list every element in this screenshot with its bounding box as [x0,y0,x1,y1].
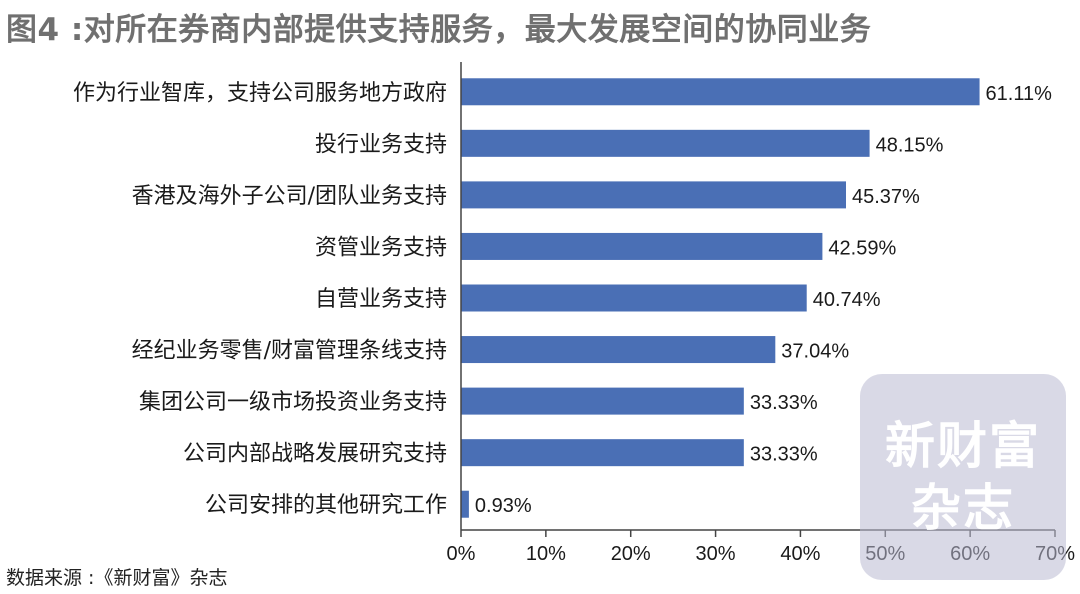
category-label: 香港及海外子公司/团队业务支持 [132,184,447,209]
category-label: 公司内部战略发展研究支持 [183,442,447,467]
watermark-text: 新财富杂志 [885,416,1041,537]
category-label: 公司安排的其他研究工作 [205,493,447,518]
value-label: 61.11% [986,83,1053,105]
bar [461,232,823,260]
value-label: 33.33% [750,444,818,466]
value-label: 33.33% [750,392,818,414]
value-label: 45.37% [852,186,920,208]
chart-title: 图4 :对所在券商内部提供支持服务，最大发展空间的协同业务 [6,12,872,48]
source-note: 数据来源 :《新财富》杂志 [6,567,228,589]
bar [461,336,776,364]
x-tick-label: 40% [780,543,820,565]
x-tick-label: 0% [447,543,476,565]
category-label: 资管业务支持 [315,235,447,260]
bar [461,78,980,106]
bar [461,129,870,157]
value-label: 48.15% [876,134,944,156]
x-tick-label: 20% [611,543,651,565]
bar [461,284,807,312]
bar [461,181,846,209]
category-label: 投行业务支持 [315,132,447,157]
category-label: 集团公司一级市场投资业务支持 [139,390,447,415]
category-label: 经纪业务零售/财富管理条线支持 [132,339,447,364]
bar [461,439,744,467]
bar [461,387,744,415]
x-tick-label: 30% [696,543,736,565]
value-label: 40.74% [813,289,881,311]
value-label: 42.59% [828,237,896,259]
value-label: 37.04% [781,341,849,363]
bar [461,490,469,518]
category-label: 自营业务支持 [315,287,447,312]
x-tick-label: 10% [526,543,566,565]
category-label: 作为行业智库，支持公司服务地方政府 [73,81,447,106]
watermark-logo: 新财富杂志 [860,374,1066,580]
value-label: 0.93% [475,495,532,517]
